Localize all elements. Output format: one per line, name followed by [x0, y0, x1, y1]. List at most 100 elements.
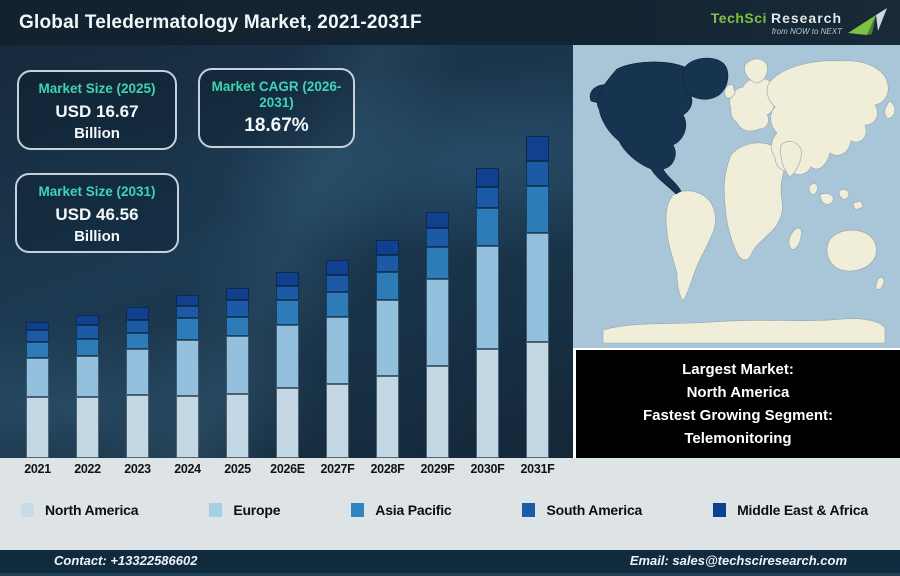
legend-label: Asia Pacific: [375, 502, 452, 518]
info-box-market-size-2025: Market Size (2025) USD 16.67 Billion: [17, 70, 177, 150]
legend-label: Europe: [233, 502, 281, 518]
info-box-unit: Billion: [74, 125, 120, 142]
stacked-bar-2031F: [526, 136, 549, 458]
bar-segment-europe: [526, 233, 549, 342]
bar-segment-north-america: [126, 395, 149, 458]
x-axis-label-2022: 2022: [74, 462, 101, 476]
x-axis-label-2029F: 2029F: [420, 462, 455, 476]
bar-segment-middle-east-africa: [526, 136, 549, 161]
bar-segment-asia-pacific: [276, 300, 299, 325]
bar-segment-asia-pacific: [126, 333, 149, 349]
bar-segment-middle-east-africa: [226, 288, 249, 300]
bar-segment-north-america: [276, 388, 299, 458]
legend-swatch: [522, 503, 536, 517]
bar-segment-asia-pacific: [226, 317, 249, 336]
legend-label: South America: [546, 502, 643, 518]
bar-segment-middle-east-africa: [126, 307, 149, 320]
region-india: [780, 141, 802, 178]
legend-swatch: [21, 503, 34, 517]
legend-label: Middle East & Africa: [737, 502, 868, 518]
bar-segment-asia-pacific: [176, 318, 199, 340]
bar-segment-north-america: [26, 397, 49, 458]
legend-swatch: [351, 503, 365, 517]
stacked-bar-2026E: [276, 272, 299, 458]
bar-segment-north-america: [76, 397, 99, 458]
stacked-bar-2027F: [326, 260, 349, 458]
region-scandinavia: [744, 58, 768, 84]
stacked-bar-2028F: [376, 240, 399, 458]
legend-swatch: [713, 503, 727, 517]
bar-segment-middle-east-africa: [326, 260, 349, 275]
info-box-value: USD 46.56: [55, 205, 139, 224]
bar-segment-europe: [26, 358, 49, 397]
bar-segment-south-america: [476, 187, 499, 208]
title-bar: Global Teledermatology Market, 2021-2031…: [0, 0, 900, 45]
bar-segment-middle-east-africa: [76, 315, 99, 325]
world-map: [573, 45, 900, 348]
bottom-strip: 2021 2022 2023 2024 2025 2026E 2027F 2028F 2029F…: [0, 458, 900, 550]
x-axis-label-2024: 2024: [174, 462, 201, 476]
contact-text: Contact: +13322586602: [54, 553, 198, 568]
bar-segment-north-america: [226, 394, 249, 458]
bar-segment-middle-east-africa: [276, 272, 299, 286]
panel-line: Telemonitoring: [684, 430, 792, 447]
islands-new-zealand: [875, 277, 885, 290]
info-box-market-size-2031: Market Size (2031) USD 46.56 Billion: [15, 173, 179, 253]
bar-segment-asia-pacific: [476, 208, 499, 246]
logo-text: TechSci Research from NOW to NEXT: [711, 10, 842, 36]
bar-segment-north-america: [326, 384, 349, 458]
bar-segment-south-america: [326, 275, 349, 292]
island-greenland-highlight: [682, 57, 729, 100]
island-madagascar: [788, 227, 802, 250]
panel-line: Largest Market:: [682, 361, 794, 378]
stacked-bars-container: [0, 45, 573, 458]
bar-segment-north-america: [476, 349, 499, 458]
bar-segment-europe: [276, 325, 299, 388]
bar-segment-north-america: [426, 366, 449, 458]
continent-antarctica: [602, 318, 886, 344]
logo-brand-secondary: Research: [770, 9, 842, 26]
page-title: Global Teledermatology Market, 2021-2031…: [19, 11, 422, 33]
bar-segment-middle-east-africa: [476, 168, 499, 187]
bar-segment-middle-east-africa: [376, 240, 399, 255]
x-axis-label-2025: 2025: [224, 462, 251, 476]
bar-segment-south-america: [26, 330, 49, 342]
bar-segment-europe: [226, 336, 249, 394]
bar-segment-south-america: [526, 161, 549, 186]
legend-item-south-america: South America: [522, 502, 642, 518]
stacked-bar-2021: [26, 322, 49, 458]
stacked-bar-2024: [176, 295, 199, 458]
bar-segment-middle-east-africa: [176, 295, 199, 306]
bar-segment-north-america: [176, 396, 199, 458]
info-box-label: Market CAGR (2026-2031): [211, 79, 342, 110]
legend-swatch: [209, 503, 223, 517]
stacked-bar-2029F: [426, 212, 449, 458]
bar-segment-europe: [476, 246, 499, 349]
bar-segment-asia-pacific: [326, 292, 349, 317]
bar-segment-asia-pacific: [76, 339, 99, 356]
x-axis-label-2026E: 2026E: [270, 462, 305, 476]
islands-southeast-asia: [808, 183, 864, 211]
bar-segment-europe: [326, 317, 349, 384]
x-axis-label-2021: 2021: [24, 462, 51, 476]
info-box-value: 18.67%: [244, 115, 309, 136]
bar-segment-asia-pacific: [26, 342, 49, 358]
x-axis-label-2030F: 2030F: [470, 462, 505, 476]
legend-item-europe: Europe: [209, 502, 281, 518]
stacked-bar-2025: [226, 288, 249, 458]
bar-segment-south-america: [276, 286, 299, 300]
continent-australia: [826, 229, 877, 272]
bar-segment-europe: [426, 279, 449, 366]
bar-segment-europe: [376, 300, 399, 376]
email-text: Email: sales@techsciresearch.com: [629, 553, 847, 568]
logo-arrow-icon: [848, 7, 887, 35]
bar-segment-asia-pacific: [376, 272, 399, 300]
info-box-market-cagr: Market CAGR (2026-2031) 18.67%: [198, 68, 355, 148]
logo-tagline: from NOW to NEXT: [771, 26, 842, 36]
bar-segment-asia-pacific: [526, 186, 549, 233]
bar-segment-south-america: [226, 300, 249, 317]
panel-line: Fastest Growing Segment:: [642, 407, 834, 424]
techsci-logo: TechSci Research from NOW to NEXT: [711, 7, 900, 39]
legend-label: North America: [45, 502, 139, 518]
